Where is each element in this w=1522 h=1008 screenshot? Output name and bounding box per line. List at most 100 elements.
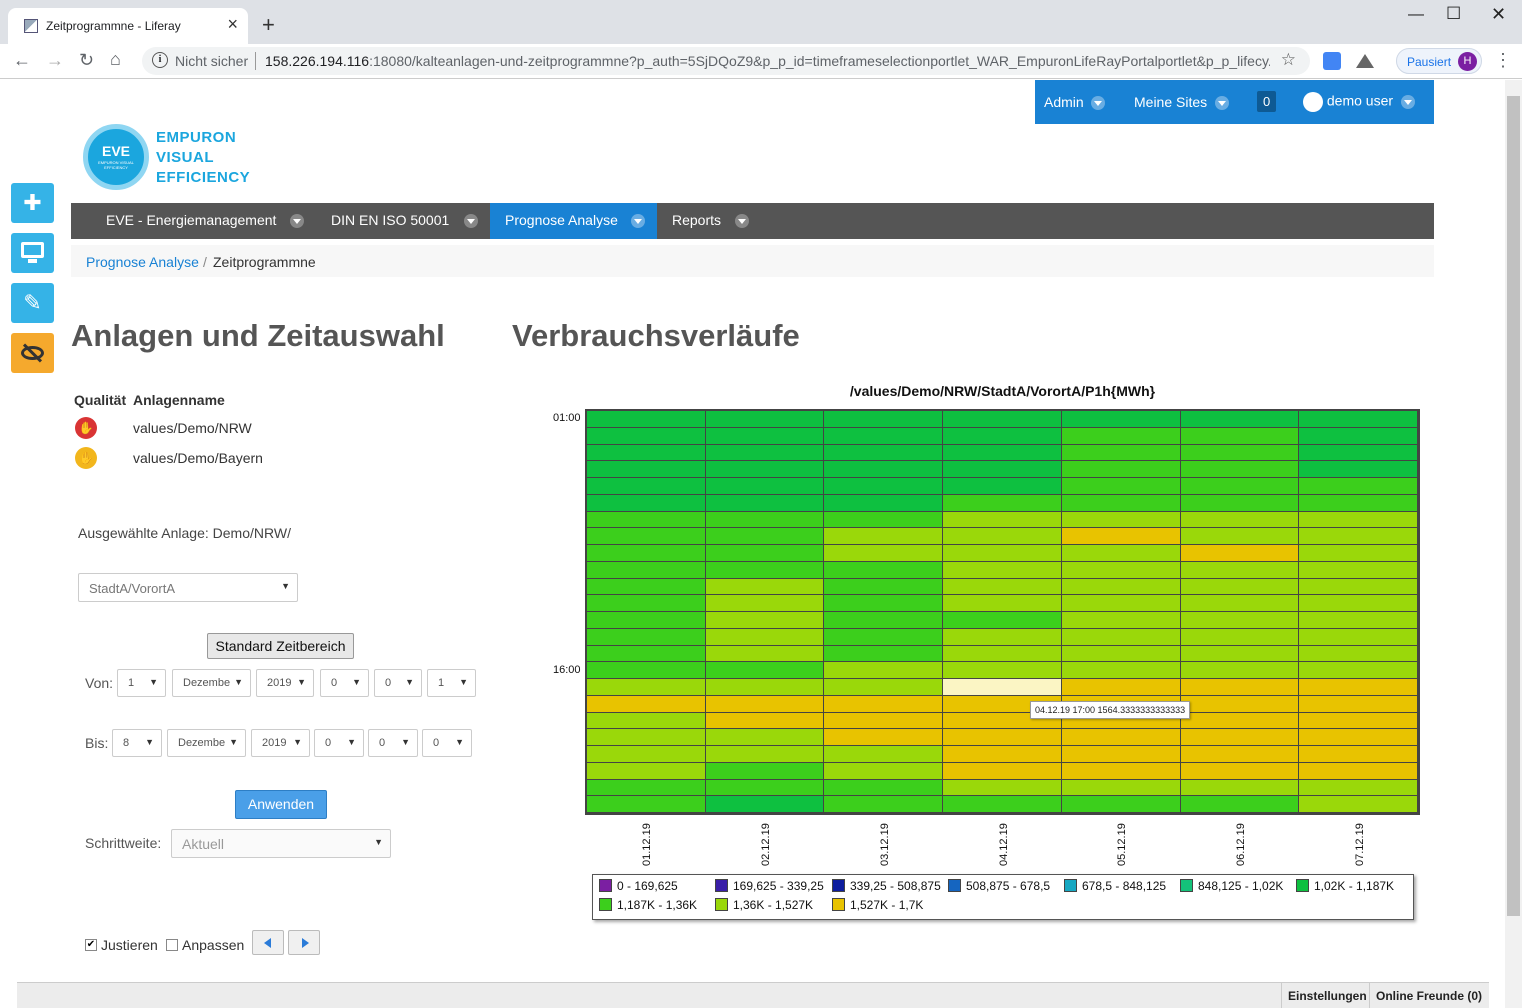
heatmap-cell[interactable] (1061, 679, 1180, 695)
heatmap-cell[interactable] (1061, 461, 1180, 477)
heatmap-cell[interactable] (1299, 595, 1417, 611)
home-icon[interactable]: ⌂ (110, 49, 121, 69)
heatmap-cell[interactable] (587, 679, 705, 695)
heatmap-cell[interactable] (943, 528, 1061, 544)
browser-tab[interactable]: Zeitprogrammne - Liferay × (8, 8, 248, 44)
heatmap-cell[interactable] (1299, 528, 1417, 544)
heatmap-cell[interactable] (824, 478, 943, 494)
heatmap-cell[interactable] (943, 746, 1061, 762)
heatmap-cell[interactable] (824, 561, 943, 578)
von-minute-select[interactable]: 0 ▼ (374, 669, 422, 697)
heatmap-cell[interactable] (705, 779, 824, 796)
heatmap-cell[interactable] (943, 444, 1061, 461)
heatmap-cell[interactable] (587, 796, 705, 812)
heatmap-cell[interactable] (1061, 628, 1180, 645)
heatmap-cell[interactable] (1299, 545, 1417, 561)
heatmap-cell[interactable] (705, 461, 824, 477)
heatmap-cell[interactable] (587, 595, 705, 611)
breadcrumb-parent[interactable]: Prognose Analyse (86, 254, 199, 270)
heatmap-cell[interactable] (1180, 545, 1299, 561)
bis-day-select[interactable]: 8 ▼ (112, 729, 162, 757)
von-year-select[interactable]: 2019 ▼ (256, 669, 314, 697)
heatmap-cell[interactable] (1061, 612, 1180, 628)
heatmap-cell[interactable] (587, 628, 705, 645)
heatmap-cell[interactable] (705, 612, 824, 628)
heatmap-cell[interactable] (705, 545, 824, 561)
heatmap-cell[interactable] (705, 729, 824, 745)
standard-timerange-button[interactable]: Standard Zeitbereich (207, 633, 354, 659)
heatmap-cell[interactable] (587, 779, 705, 796)
heatmap-cell[interactable] (824, 762, 943, 779)
heatmap-cell[interactable] (1061, 427, 1180, 444)
heatmap-cell[interactable] (587, 561, 705, 578)
new-tab-icon[interactable]: + (262, 12, 275, 37)
sub-asset-select[interactable]: StadtA/VorortA ▼ (78, 573, 298, 602)
heatmap-cell[interactable] (824, 645, 943, 662)
heatmap-cell[interactable] (1061, 645, 1180, 662)
heatmap-cell[interactable] (1299, 796, 1417, 812)
bis-year-select[interactable]: 2019 ▼ (251, 729, 310, 757)
heatmap-cell[interactable] (1061, 478, 1180, 494)
heatmap-cell[interactable] (943, 461, 1061, 477)
heatmap-cell[interactable] (587, 695, 705, 712)
heatmap-cell[interactable] (1299, 679, 1417, 695)
next-arrow-icon[interactable] (288, 930, 320, 955)
von-second-select[interactable]: 1 ▼ (427, 669, 476, 697)
previous-arrow-icon[interactable] (252, 930, 284, 955)
heatmap-cell[interactable] (824, 628, 943, 645)
heatmap-cell[interactable] (1299, 762, 1417, 779)
heatmap-cell[interactable] (1299, 561, 1417, 578)
heatmap-cell[interactable] (705, 746, 824, 762)
heatmap-cell[interactable] (1061, 444, 1180, 461)
heatmap-cell[interactable] (1061, 545, 1180, 561)
heatmap-cell[interactable] (705, 628, 824, 645)
von-month-select[interactable]: Dezembe ▼ (172, 669, 251, 697)
user-menu[interactable]: demo user (1303, 92, 1415, 112)
asset-nrw[interactable]: values/Demo/NRW (133, 420, 252, 436)
heatmap-cell[interactable] (1180, 746, 1299, 762)
heatmap-cell[interactable] (1180, 645, 1299, 662)
reload-icon[interactable]: ↻ (79, 50, 95, 70)
heatmap-cell[interactable] (587, 645, 705, 662)
asset-bayern[interactable]: values/Demo/Bayern (133, 450, 263, 466)
heatmap-cell[interactable] (1299, 494, 1417, 511)
heatmap-cell[interactable] (1061, 561, 1180, 578)
nav-item-prognose-analyse[interactable]: Prognose Analyse (490, 203, 657, 239)
nav-item-iso-50001[interactable]: DIN EN ISO 50001 (311, 203, 487, 239)
close-tab-icon[interactable]: × (227, 14, 238, 34)
heatmap-cell[interactable] (943, 612, 1061, 628)
bis-hour-select[interactable]: 0 ▼ (314, 729, 364, 757)
heatmap-cell[interactable] (1180, 712, 1299, 729)
edit-icon[interactable]: ✎ (11, 283, 54, 323)
heatmap-cell[interactable] (1299, 612, 1417, 628)
heatmap-cell[interactable] (587, 712, 705, 729)
back-icon[interactable]: ← (13, 50, 31, 70)
my-sites-menu[interactable]: Meine Sites (1134, 94, 1229, 111)
forward-icon[interactable]: → (46, 50, 64, 70)
heatmap-cell[interactable] (705, 494, 824, 511)
site-logo-text[interactable]: EMPURON VISUAL EFFICIENCY (156, 129, 251, 186)
heatmap-cell[interactable] (587, 528, 705, 544)
heatmap-cell[interactable] (705, 528, 824, 544)
heatmap-cell[interactable] (1180, 427, 1299, 444)
heatmap-cell[interactable] (1180, 511, 1299, 528)
scrollbar-thumb[interactable] (1507, 96, 1520, 916)
heatmap-cell[interactable] (587, 762, 705, 779)
von-hour-select[interactable]: 0 ▼ (320, 669, 369, 697)
heatmap-cell[interactable] (1180, 561, 1299, 578)
heatmap-cell[interactable] (824, 427, 943, 444)
heatmap-cell[interactable] (1061, 411, 1180, 427)
heatmap-cell[interactable] (824, 679, 943, 695)
heatmap-cell[interactable] (1299, 427, 1417, 444)
fit-checkbox[interactable] (166, 939, 178, 951)
heatmap-cell[interactable] (1180, 762, 1299, 779)
bis-month-select[interactable]: Dezembe ▼ (167, 729, 246, 757)
info-icon[interactable]: i (152, 52, 168, 68)
step-select[interactable]: Aktuell ▼ (171, 829, 391, 858)
heatmap-cell[interactable] (1299, 729, 1417, 745)
heatmap-cell[interactable] (1180, 595, 1299, 611)
heatmap-cell[interactable] (1299, 461, 1417, 477)
heatmap-cell[interactable] (705, 796, 824, 812)
profile-button[interactable]: Pausiert H (1396, 48, 1482, 74)
heatmap-cell[interactable] (1299, 444, 1417, 461)
